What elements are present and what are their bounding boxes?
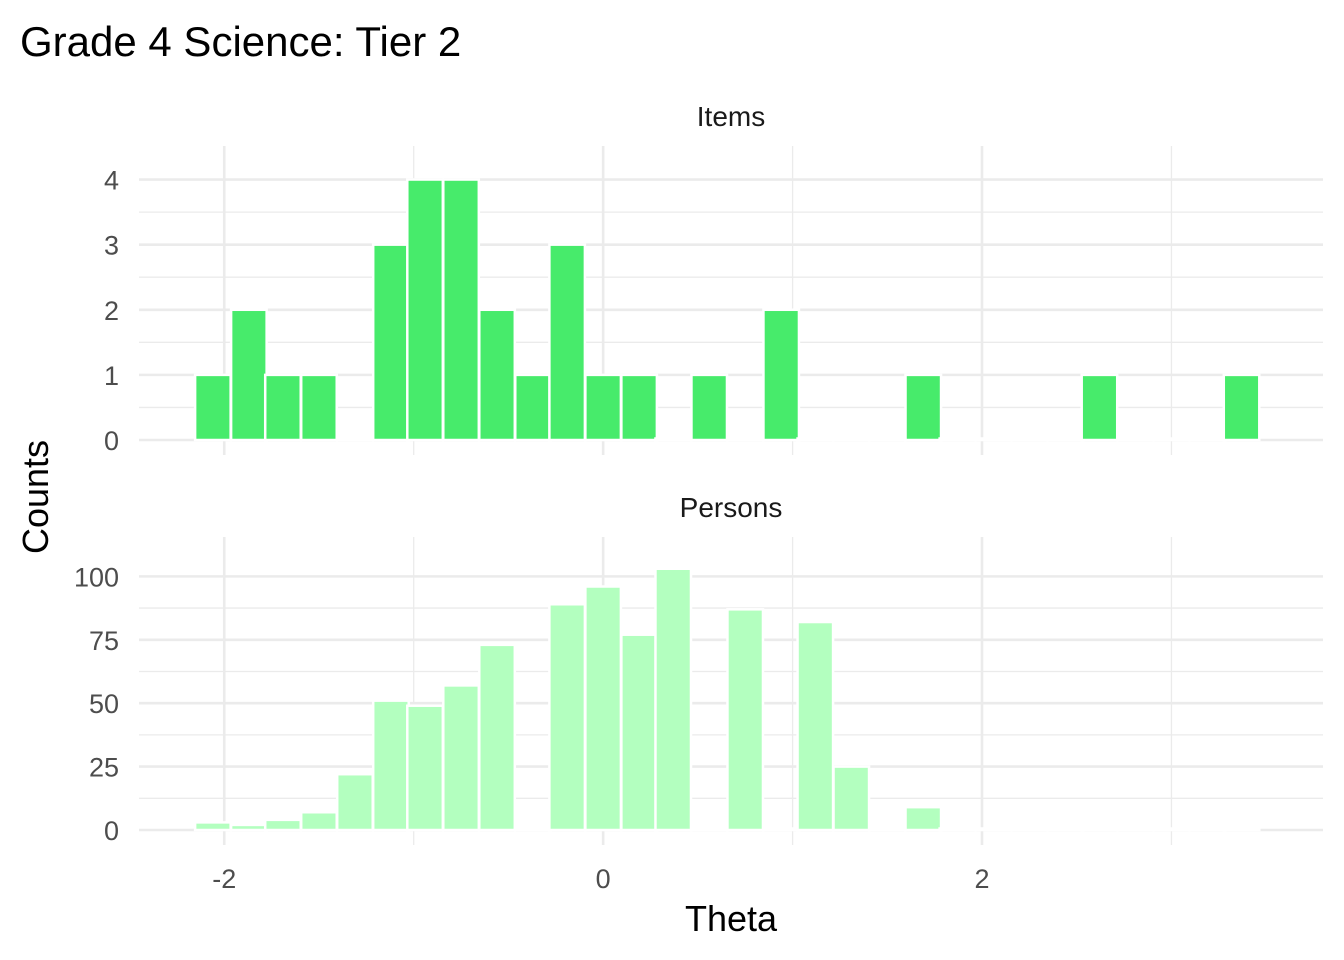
persons-bar bbox=[1116, 827, 1155, 832]
items-y-tick-label: 3 bbox=[104, 231, 119, 261]
items-bar bbox=[1188, 437, 1227, 442]
items-bar bbox=[299, 373, 338, 442]
persons-bar bbox=[762, 827, 801, 832]
items-bar bbox=[442, 178, 481, 442]
items-bar bbox=[1222, 373, 1261, 442]
items-bar bbox=[478, 308, 517, 442]
items-bar bbox=[690, 373, 729, 442]
persons-bar bbox=[584, 585, 623, 832]
persons-y-tick-label: 25 bbox=[89, 753, 119, 783]
persons-y-tick-label: 100 bbox=[74, 562, 119, 592]
persons-bar bbox=[548, 603, 587, 832]
persons-bar bbox=[796, 620, 835, 832]
persons-bar bbox=[654, 567, 693, 832]
items-bar bbox=[193, 373, 232, 442]
persons-panel-label: Persons bbox=[680, 492, 783, 523]
items-bar bbox=[1010, 437, 1049, 442]
persons-bar bbox=[1222, 827, 1261, 832]
items-y-tick-label: 1 bbox=[104, 361, 119, 391]
items-panel-label: Items bbox=[697, 101, 765, 132]
items-bar bbox=[868, 437, 907, 442]
persons-bar bbox=[478, 643, 517, 832]
items-bar bbox=[796, 437, 835, 442]
persons-bar bbox=[263, 818, 302, 832]
items-bar bbox=[620, 373, 659, 442]
persons-bar bbox=[335, 772, 374, 832]
items-bar bbox=[762, 308, 801, 442]
persons-bar bbox=[514, 827, 553, 832]
persons-y-tick-label: 0 bbox=[104, 816, 119, 846]
items-bar bbox=[726, 437, 765, 442]
x-tick-label: -2 bbox=[212, 864, 236, 894]
items-bar bbox=[1080, 373, 1119, 442]
items-y-tick-label: 4 bbox=[104, 166, 119, 196]
persons-bar bbox=[726, 608, 765, 832]
persons-y-tick-label: 50 bbox=[89, 689, 119, 719]
items-bar bbox=[335, 437, 374, 442]
persons-bar bbox=[1152, 827, 1191, 832]
items-bar bbox=[406, 178, 445, 442]
persons-bar bbox=[229, 823, 268, 832]
persons-bar bbox=[299, 810, 338, 832]
items-bar bbox=[904, 373, 943, 442]
x-axis-title: Theta bbox=[685, 898, 778, 939]
items-y-tick-label: 2 bbox=[104, 296, 119, 326]
items-bar bbox=[654, 437, 693, 442]
items-panel: 0 1 2 3 4 Items bbox=[104, 101, 1323, 456]
persons-bar bbox=[904, 805, 943, 832]
items-bar bbox=[548, 243, 587, 442]
items-bar bbox=[514, 373, 553, 442]
persons-bar bbox=[406, 704, 445, 832]
persons-bar bbox=[690, 827, 729, 832]
items-bar bbox=[832, 437, 871, 442]
persons-bar bbox=[1188, 827, 1227, 832]
persons-bar bbox=[974, 827, 1013, 832]
x-tick-label: 0 bbox=[596, 864, 611, 894]
persons-bar bbox=[938, 827, 977, 832]
persons-bar bbox=[442, 684, 481, 832]
chart-title: Grade 4 Science: Tier 2 bbox=[20, 18, 461, 65]
x-axis: -2 0 2 bbox=[212, 864, 989, 894]
persons-bar bbox=[620, 633, 659, 832]
items-bar bbox=[371, 243, 410, 442]
items-bar bbox=[938, 437, 977, 442]
persons-bar bbox=[832, 765, 871, 832]
persons-bar bbox=[193, 821, 232, 832]
y-axis-title: Counts bbox=[15, 440, 56, 554]
items-bar bbox=[1046, 437, 1085, 442]
persons-bar bbox=[1046, 827, 1085, 832]
items-bar bbox=[1116, 437, 1155, 442]
persons-panel: 0 25 50 75 100 Persons bbox=[74, 492, 1323, 846]
persons-bar bbox=[868, 827, 907, 832]
items-bar bbox=[1152, 437, 1191, 442]
persons-bar bbox=[1010, 827, 1049, 832]
persons-bar bbox=[1080, 827, 1119, 832]
items-bar bbox=[974, 437, 1013, 442]
items-bar bbox=[584, 373, 623, 442]
items-y-tick-label: 0 bbox=[104, 426, 119, 456]
items-bar bbox=[263, 373, 302, 442]
x-tick-label: 2 bbox=[974, 864, 989, 894]
persons-bar bbox=[371, 699, 410, 832]
persons-y-tick-label: 75 bbox=[89, 626, 119, 656]
items-bar bbox=[229, 308, 268, 442]
